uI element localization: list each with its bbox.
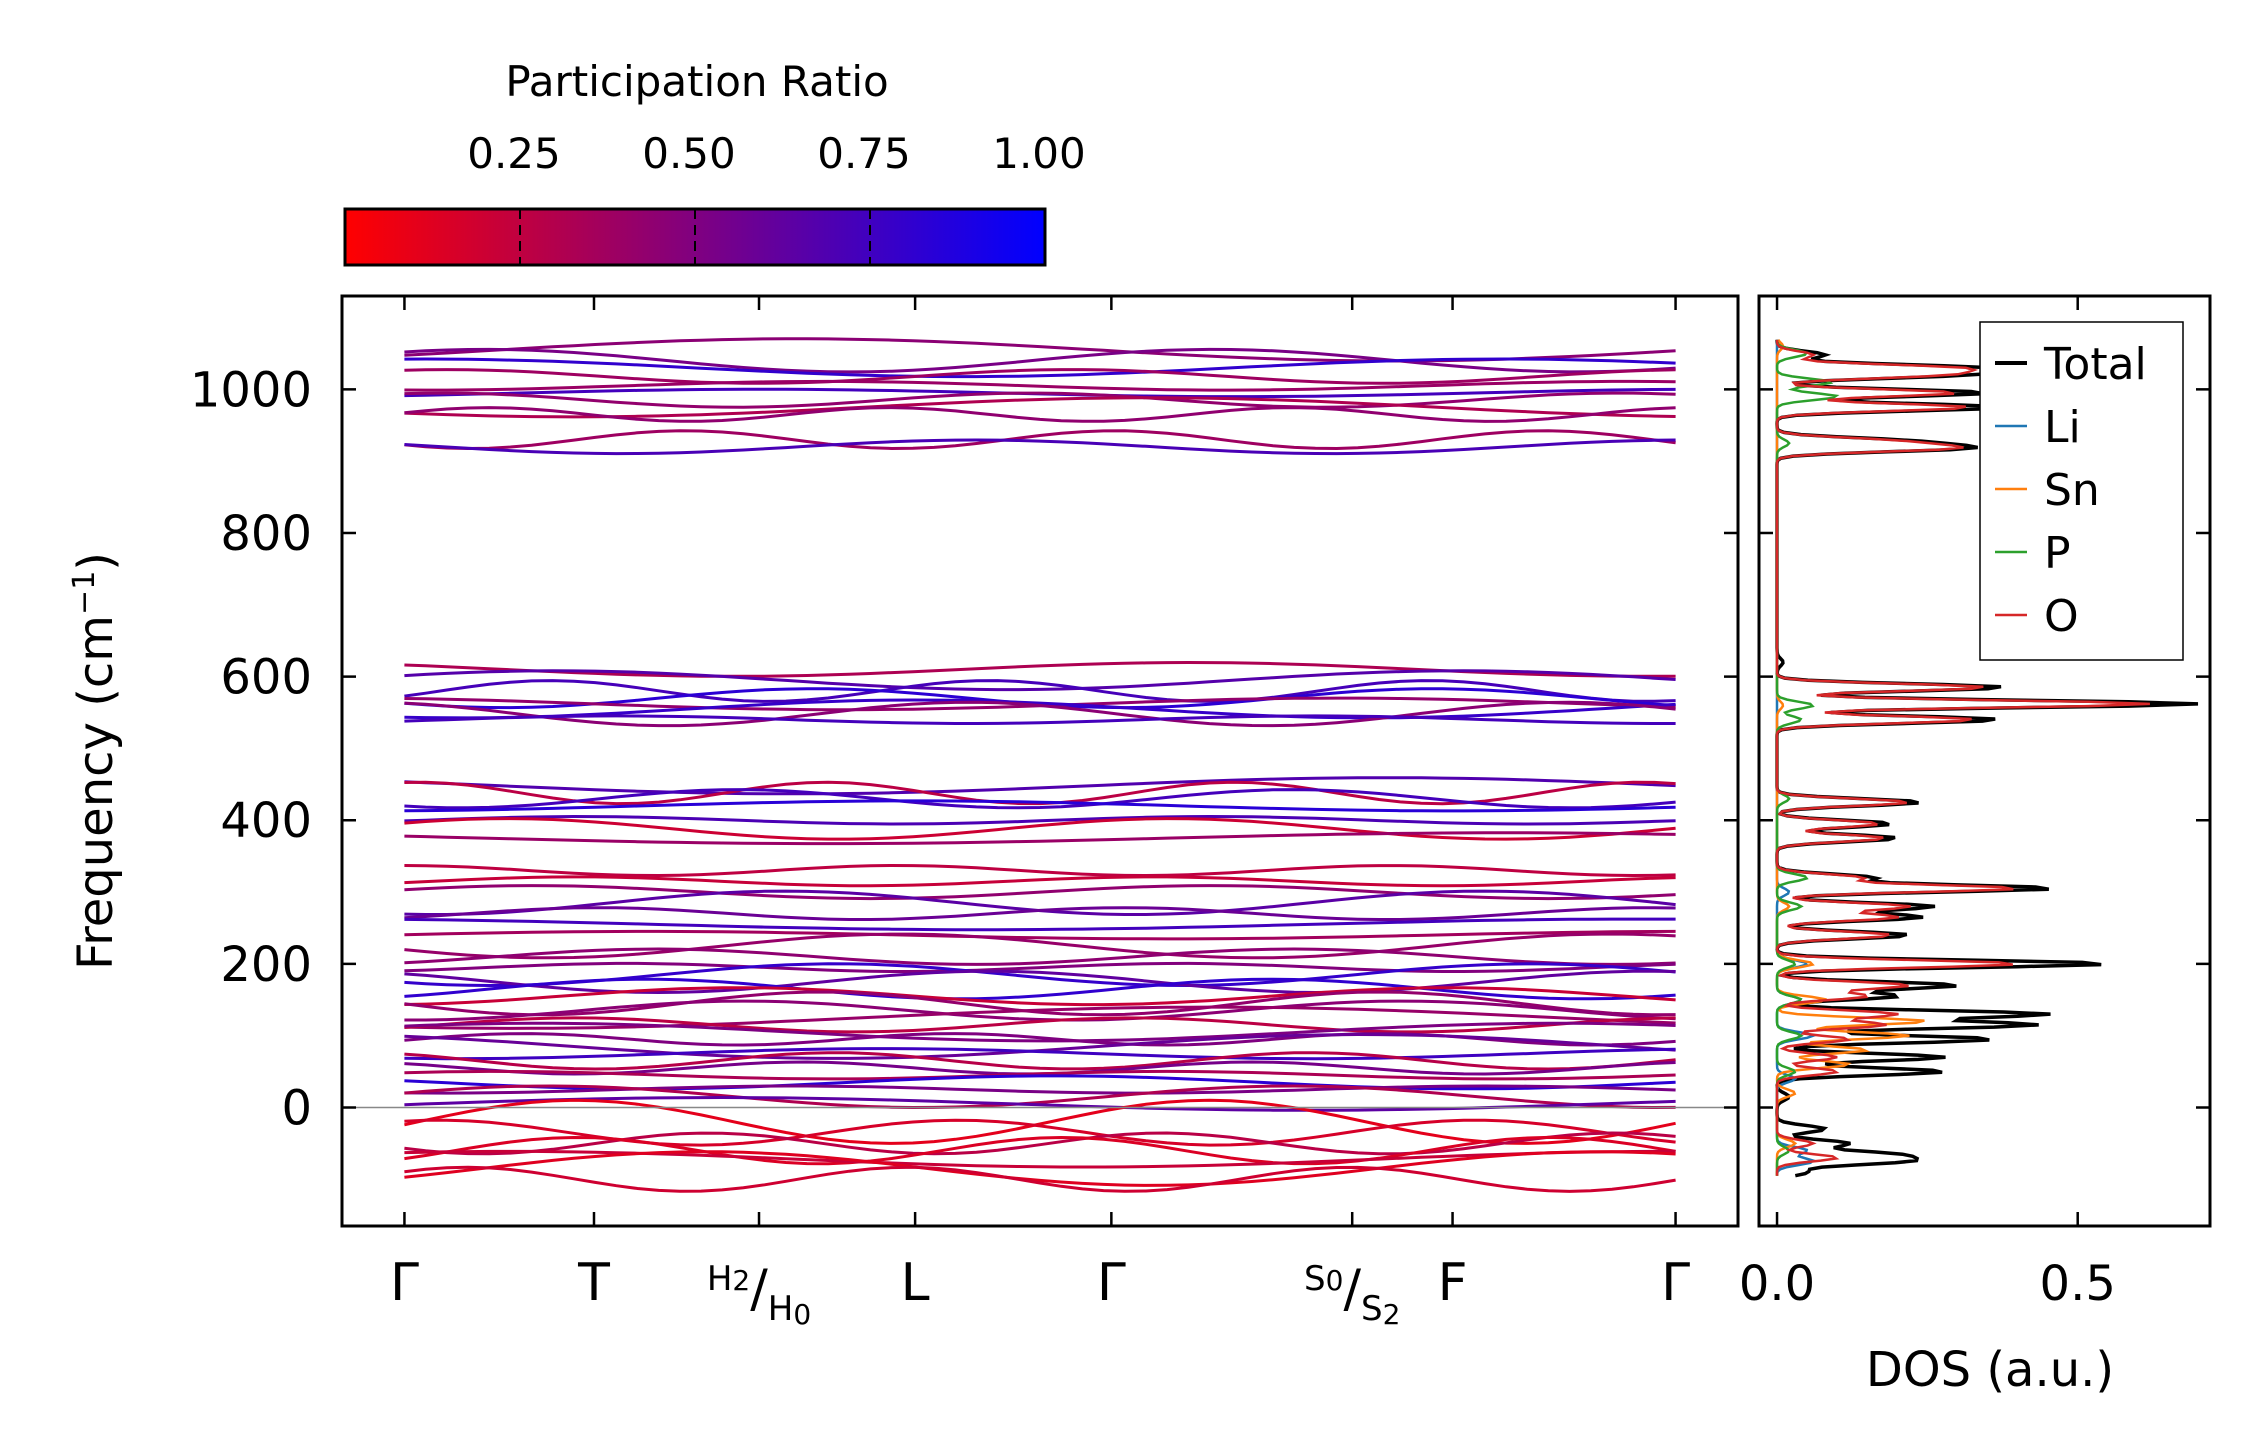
dos-legend: Total Li Sn PO (1979, 321, 2184, 661)
phonon-band-line (404, 999, 1676, 1022)
phonon-band-line (404, 698, 1676, 720)
phonon-band-line (404, 1149, 1676, 1169)
phonon-band-line (404, 884, 1676, 901)
kpoint-label: T (577, 1253, 610, 1313)
frequency-tick-label: 200 (220, 937, 312, 993)
frequency-tick-label: 0 (281, 1081, 312, 1137)
phonon-band-line (404, 406, 1676, 423)
phonon-band-line (404, 863, 1676, 878)
phonon-bands (404, 337, 1676, 1193)
frequency-tick-label: 1000 (190, 362, 312, 418)
band-axes-frame (340, 294, 1740, 1228)
colorbar-title: Participation Ratio (505, 57, 888, 106)
legend-box (1979, 321, 2184, 661)
phonon-band-line (404, 438, 1676, 456)
phonon-band-line (404, 357, 1676, 379)
phonon-band-line (404, 906, 1676, 921)
phonon-band-line (404, 1084, 1676, 1110)
phonon-band-line (404, 1165, 1676, 1193)
phonon-band-line (404, 788, 1676, 810)
dos-panel: 0.0 0.5 DOS (a.u.) Total Li Sn PO (1739, 294, 2212, 1398)
dos-tick-label: 0.0 (1739, 1256, 1815, 1312)
dos-curve-o (1775, 339, 2150, 1176)
colorbar-tick-label: 0.75 (817, 129, 911, 178)
phonon-band-line (404, 1005, 1676, 1030)
frequency-tick-label: 800 (220, 506, 312, 562)
phonon-band-line (404, 990, 1676, 1017)
phonon-band-line (404, 1069, 1676, 1081)
dos-curves (1775, 339, 2199, 1178)
kpoint-axis: Γ T H2/H0 L Γ S0/S2 F Γ (390, 296, 1690, 1331)
kpoint-label: S0/S2 (1304, 1259, 1400, 1331)
legend-label: Sn (2044, 465, 2100, 516)
phonon-band-line (404, 660, 1676, 678)
colorbar-ticks: 0.25 0.50 0.75 1.00 (467, 129, 1086, 265)
colorbar-tick-label: 1.00 (992, 129, 1086, 178)
kpoint-label: H2/H0 (707, 1259, 811, 1331)
dos-axis: 0.0 0.5 (1739, 296, 2116, 1312)
phonon-band-line (404, 917, 1676, 932)
legend-label: Total (2043, 339, 2147, 390)
phonon-band-line (404, 961, 1676, 973)
phonon-band-line (404, 831, 1676, 846)
phonon-band-line (404, 1051, 1676, 1071)
phonon-band-line (404, 1084, 1676, 1095)
frequency-axis: 0 200 400 600 800 1000 (190, 362, 2210, 1137)
phonon-band-line (404, 776, 1676, 796)
phonon-band-line (404, 1135, 1676, 1166)
kpoint-label: F (1438, 1253, 1468, 1313)
band-structure-panel: 0 200 400 600 800 1000 Γ T H2/H0 L Γ S0/S2 F Γ Frequ… (67, 294, 2210, 1331)
dos-tick-label: 0.5 (2040, 1256, 2116, 1312)
phonon-band-line (404, 429, 1676, 451)
legend-label: Li (2044, 402, 2081, 453)
dos-axes-frame (1757, 294, 2212, 1228)
colorbar-tick-label: 0.50 (642, 129, 736, 178)
frequency-tick-label: 400 (220, 793, 312, 849)
colorbar: Participation Ratio 0.25 0.50 0.75 1.00 (343, 57, 1086, 267)
phonon-band-line (404, 1032, 1676, 1047)
kpoint-label: Γ (1661, 1253, 1690, 1313)
phonon-band-line (404, 875, 1676, 888)
legend-label: P (2044, 528, 2071, 579)
phonon-band-line (404, 799, 1676, 813)
phonon-band-line (404, 1098, 1676, 1145)
colorbar-tick-label: 0.25 (467, 129, 561, 178)
phonon-band-line (404, 347, 1676, 374)
phonon-band-line (404, 669, 1676, 692)
phonon-band-line (404, 700, 1676, 728)
phonon-band-line (404, 947, 1676, 966)
legend-label: O (2044, 591, 2079, 642)
phonon-band-line (404, 1016, 1676, 1034)
phonon-band-line (404, 368, 1676, 385)
phonon-band-line (404, 977, 1676, 1001)
phonon-band-line (404, 932, 1676, 960)
kpoint-label: L (901, 1253, 930, 1313)
kpoint-label: Γ (390, 1253, 419, 1313)
phonon-band-line (404, 1150, 1676, 1187)
phonon-band-line (404, 817, 1676, 841)
phonon-band-line (404, 986, 1676, 1007)
phonon-band-line (404, 391, 1676, 409)
phonon-band-line (404, 379, 1676, 392)
phonon-band-line (404, 814, 1676, 826)
dos-axis-label: DOS (a.u.) (1866, 1342, 2114, 1398)
phonon-band-line (404, 679, 1676, 703)
phonon-band-line (404, 714, 1676, 725)
phonon-band-line (404, 1047, 1676, 1061)
frequency-tick-label: 600 (220, 650, 312, 706)
kpoint-label: Γ (1097, 1253, 1126, 1313)
phonon-band-line (404, 1021, 1676, 1043)
phonon-band-line (404, 929, 1676, 941)
frequency-axis-label: Frequency (cm−1) (67, 552, 124, 970)
